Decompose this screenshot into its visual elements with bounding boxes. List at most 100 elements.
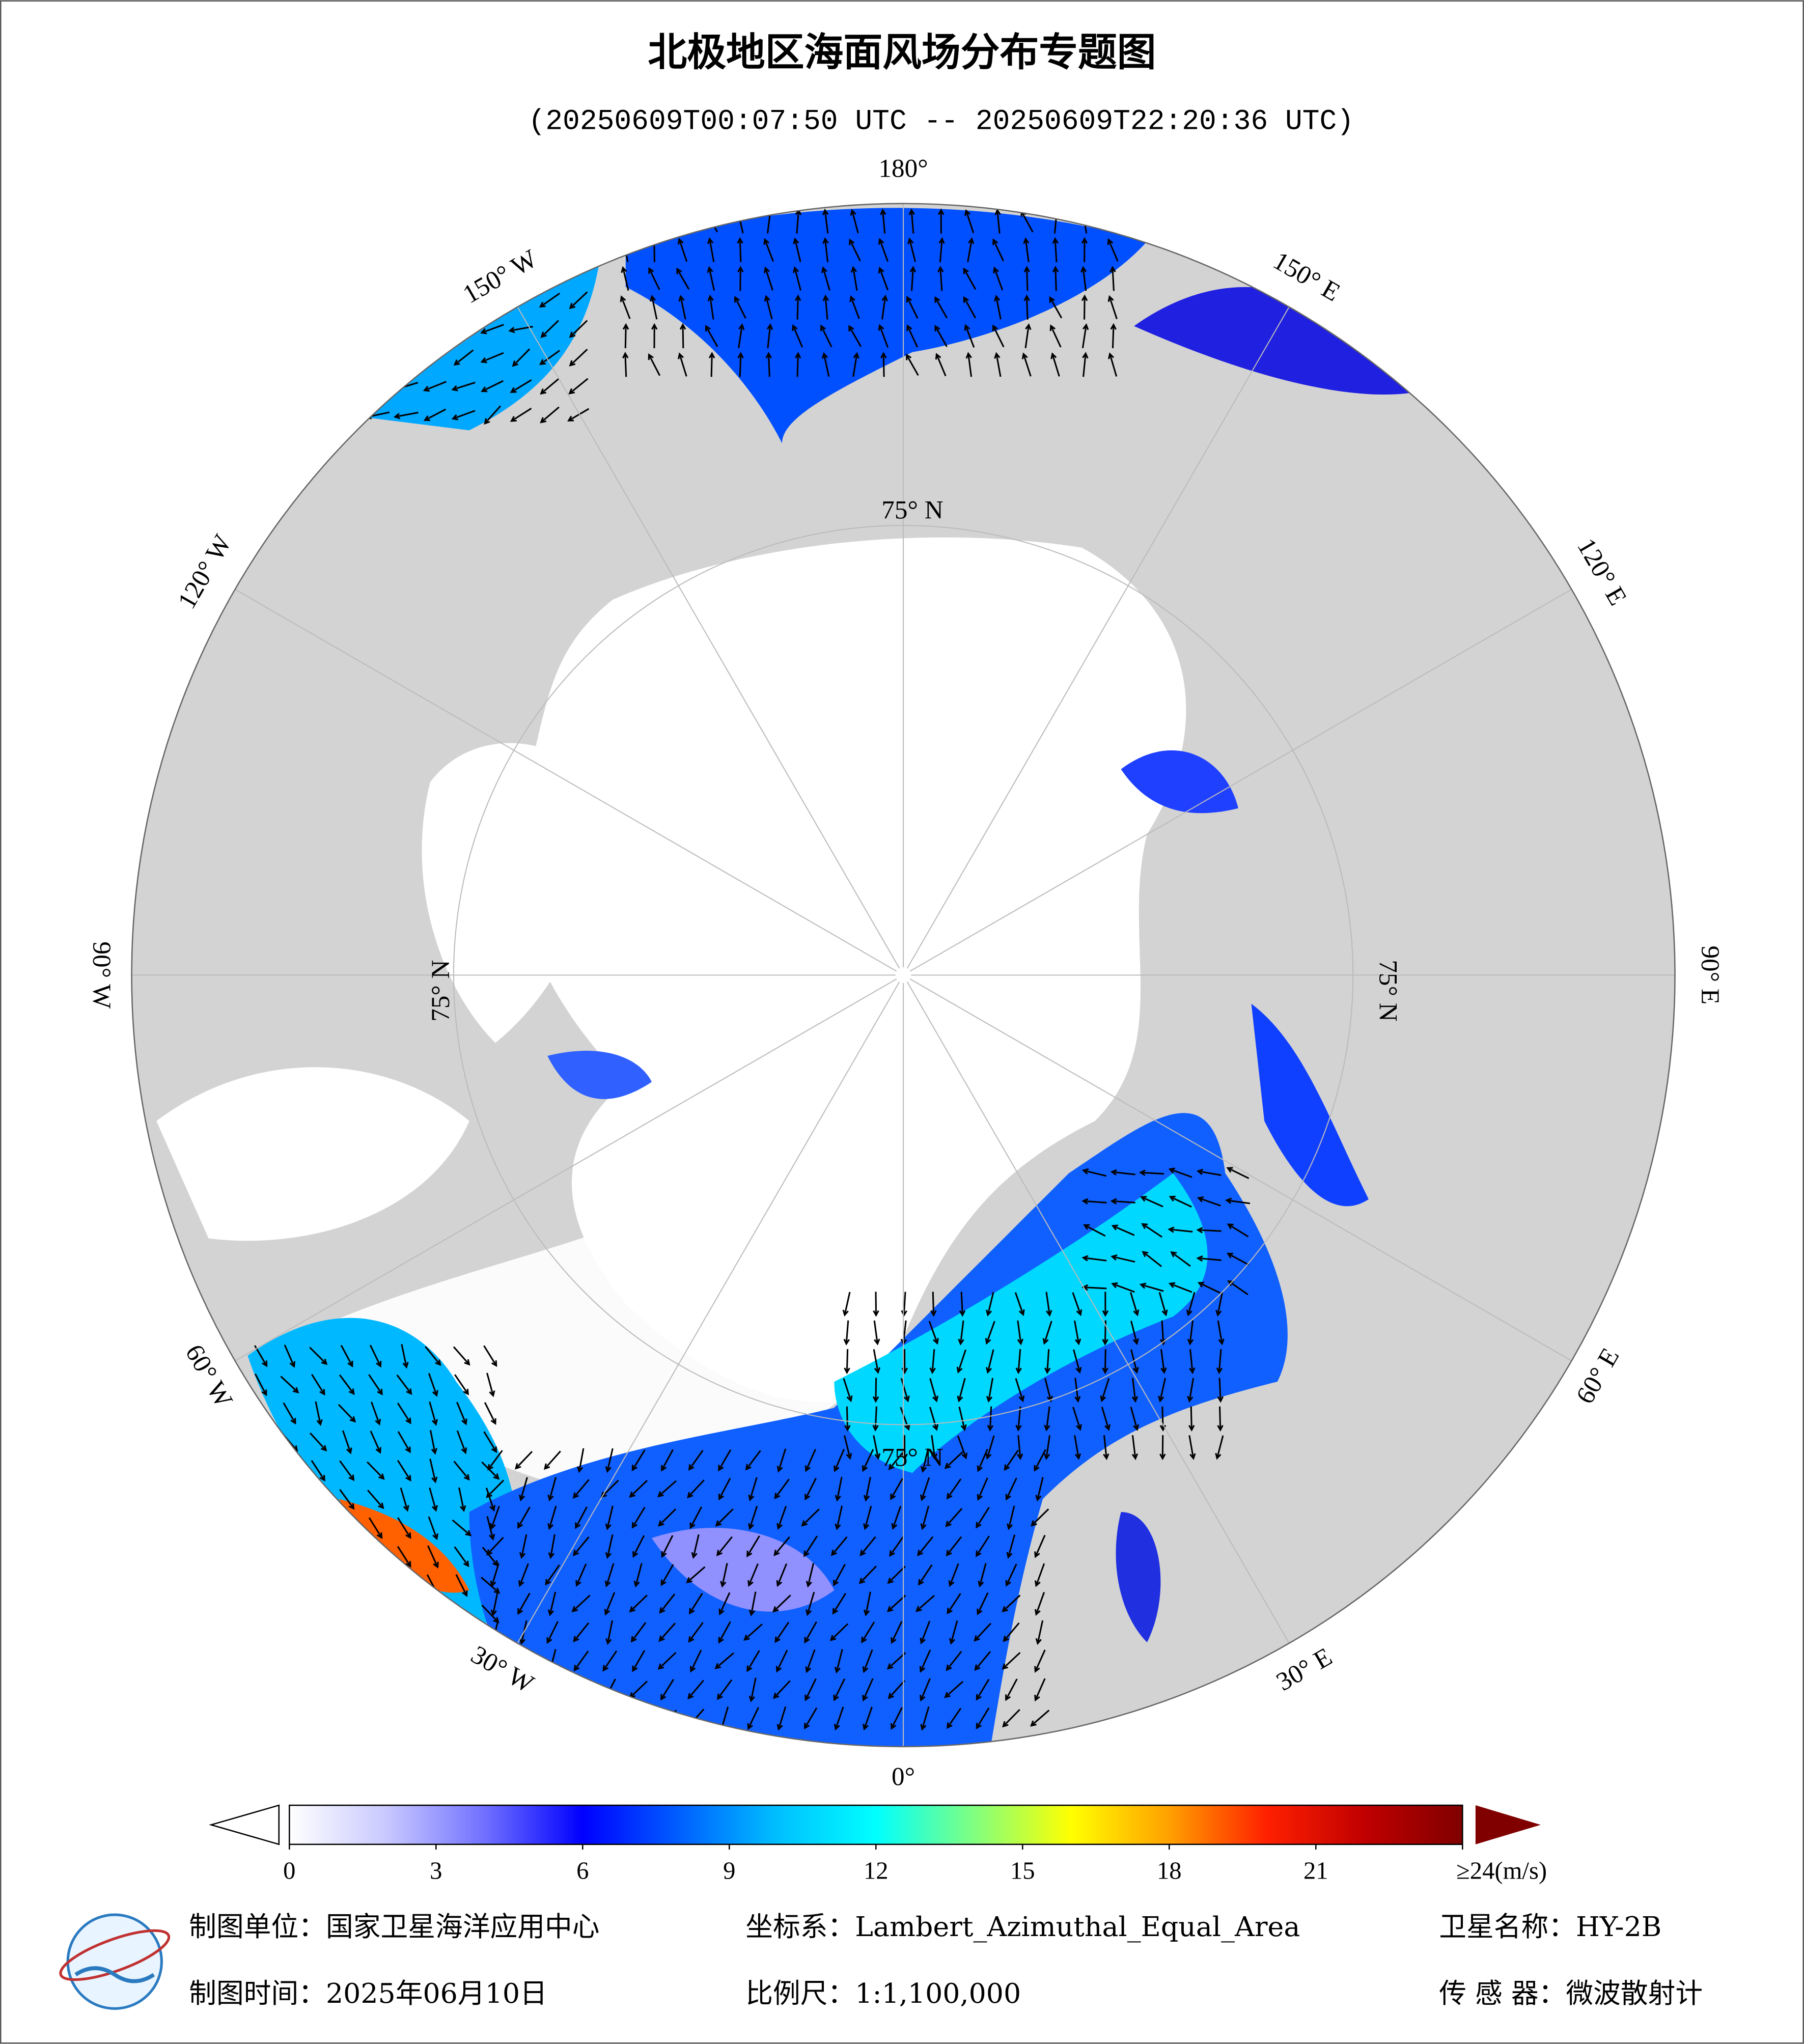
wind-arrow xyxy=(763,238,774,262)
wind-arrow xyxy=(1034,1649,1046,1673)
wind-arrow xyxy=(576,1448,585,1473)
wind-arrow xyxy=(994,208,1001,234)
wind-arrow xyxy=(1225,1197,1251,1205)
wind-arrow xyxy=(886,1594,906,1612)
wind-arrow xyxy=(934,296,948,319)
meridian xyxy=(909,583,1581,972)
wind-arrow xyxy=(1083,1224,1106,1237)
subtitle: (20250609T00:07:50 UTC -- 20250609T22:20… xyxy=(528,105,1354,137)
wind-arrow xyxy=(397,1546,411,1568)
wind-arrow xyxy=(1196,1227,1222,1234)
wind-arrow xyxy=(906,324,918,348)
wind-arrow xyxy=(687,1679,705,1700)
wind-arrow xyxy=(658,1508,677,1527)
wind-arrow xyxy=(547,1477,557,1502)
wind-arrow xyxy=(481,1577,501,1594)
wind-arrow xyxy=(957,1378,966,1403)
meridian xyxy=(226,583,897,972)
wind-arrow xyxy=(602,1650,618,1672)
wind-arrow xyxy=(490,1563,499,1588)
wind-arrow xyxy=(1072,1407,1082,1431)
wind-arrow xyxy=(792,266,802,291)
wind-arrow xyxy=(737,266,744,291)
wind-arrow xyxy=(573,1536,590,1556)
wind-arrow xyxy=(1217,1406,1224,1432)
wind-arrow xyxy=(873,1435,881,1460)
wind-arrow xyxy=(632,1650,646,1672)
wind-arrow xyxy=(776,1563,788,1587)
wind-arrow xyxy=(510,379,532,393)
wind-arrow xyxy=(765,352,772,377)
wind-arrow xyxy=(1139,1282,1164,1292)
wind-arrow xyxy=(678,209,687,234)
wind-arrow xyxy=(878,238,889,262)
wind-arrow xyxy=(775,1649,788,1673)
wind-arrow xyxy=(946,1478,962,1500)
wind-arrow xyxy=(718,1477,731,1501)
wind-arrow xyxy=(1014,1292,1025,1317)
wind-arrow xyxy=(945,1508,963,1527)
wind-arrow xyxy=(889,1535,904,1557)
wind-arrow xyxy=(309,1347,328,1365)
wind-arrow xyxy=(518,1563,529,1587)
wind-arrow xyxy=(1016,1435,1023,1461)
wind-arrow xyxy=(1003,1622,1020,1642)
wind-arrow xyxy=(872,1378,879,1403)
wind-arrow xyxy=(339,1460,355,1481)
wind-arrow xyxy=(486,1709,504,1728)
wind-arrow xyxy=(621,266,629,291)
wind-arrow xyxy=(605,1505,614,1530)
wind-arrow xyxy=(452,1634,471,1652)
wind-arrow xyxy=(1227,1223,1249,1238)
wind-arrow xyxy=(1044,1349,1051,1375)
wind-arrow xyxy=(748,1477,758,1502)
wind-arrow xyxy=(485,1488,496,1512)
wind-arrow xyxy=(1005,1678,1018,1701)
wind-arrow xyxy=(569,291,588,310)
wind-arrow xyxy=(514,1450,533,1470)
wind-arrow xyxy=(863,1706,873,1731)
footer-date: 制图时间：2025年06月10日 xyxy=(189,1977,547,2009)
wind-arrow xyxy=(423,295,447,306)
wind-arrow xyxy=(774,1621,790,1643)
wind-arrow xyxy=(921,1448,929,1473)
wind-arrow xyxy=(1110,323,1117,349)
wind-arrow xyxy=(821,266,830,291)
wind-arrow xyxy=(748,1677,757,1702)
wind-arrow xyxy=(1015,1378,1025,1403)
wind-arrow xyxy=(543,1450,561,1470)
wind-arrow xyxy=(573,1650,589,1672)
wind-arrow xyxy=(339,1374,355,1395)
wind-arrow xyxy=(1052,237,1059,263)
wind-arrow xyxy=(687,1479,705,1499)
wind-arrow xyxy=(888,1450,905,1470)
wind-arrow xyxy=(994,352,1002,377)
wind-arrow xyxy=(993,266,1004,291)
wind-arrow xyxy=(1081,294,1088,320)
wind-arrow xyxy=(366,1548,385,1566)
wind-arrow xyxy=(253,1603,268,1625)
wind-arrow xyxy=(805,1649,816,1673)
colorbar-tick-label: 0 xyxy=(283,1857,295,1884)
wind-arrow xyxy=(546,1707,559,1730)
wind-arrow xyxy=(572,1479,590,1499)
wind-arrow xyxy=(453,1346,470,1366)
parallel-label: 75° N xyxy=(426,960,455,1021)
footer-satellite: 卫星名称：HY-2B xyxy=(1439,1911,1661,1943)
wind-arrow xyxy=(545,1564,560,1586)
wind-arrow xyxy=(920,1505,930,1530)
wind-arrow xyxy=(338,1575,355,1595)
wind-arrow xyxy=(843,1378,853,1403)
wind-arrow xyxy=(737,237,743,263)
wind-arrow xyxy=(399,1631,410,1655)
wind-arrow xyxy=(920,1620,931,1645)
wind-arrow xyxy=(254,1460,268,1482)
wind-arrow xyxy=(873,1292,879,1317)
wind-arrow xyxy=(651,323,658,349)
wind-arrow xyxy=(1072,1292,1083,1317)
wind-arrow xyxy=(486,1516,495,1541)
wind-arrow xyxy=(803,1535,818,1557)
wind-arrow xyxy=(429,1430,437,1455)
wind-arrow xyxy=(393,411,419,419)
